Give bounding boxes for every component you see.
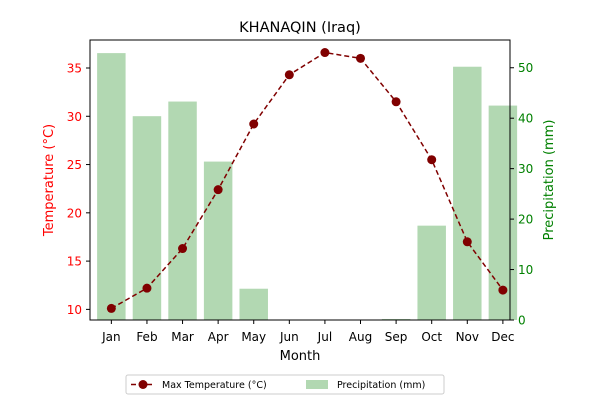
legend-bar-swatch [306,380,328,389]
legend-marker-swatch [138,380,148,389]
precip-bar-oct [417,225,446,320]
x-tick-label: Jul [317,330,332,344]
left-tick-label: 20 [67,206,82,220]
temperature-series-line [110,51,504,310]
left-axis: 10 15 20 25 30 35 [67,62,90,317]
right-tick-label: 20 [518,213,533,227]
precip-bar-sep [381,318,411,320]
right-tick-label: 0 [518,314,526,328]
right-tick-label: 50 [518,61,533,75]
x-tick-label: Nov [456,330,479,344]
temp-point-aug [356,53,366,63]
temp-point-jul [320,48,330,58]
right-axis-label: Precipitation (mm) [542,120,557,241]
legend-label-temperature: Max Temperature (°C) [162,380,267,391]
right-tick-label: 40 [518,112,533,126]
temp-point-nov [462,237,472,247]
x-tick-label: Oct [421,330,442,344]
x-tick-label: May [241,330,266,344]
temp-point-dec [498,285,508,295]
right-tick-label: 10 [518,263,533,277]
right-tick-label: 30 [518,162,533,176]
x-tick-label: Aug [349,330,372,344]
x-tick-label: Jan [101,330,121,344]
left-tick-label: 35 [67,62,82,76]
temp-point-feb [142,283,152,293]
x-tick-label: Dec [491,330,514,344]
temp-point-jun [284,70,294,80]
left-tick-label: 25 [67,158,82,172]
temperature-line [106,48,508,313]
legend-box [125,374,445,395]
temp-point-apr [213,185,223,195]
precip-bar-nov [453,66,482,320]
temp-point-mar [178,244,188,254]
legend: Max Temperature (°C) Precipitation (mm) [125,374,445,395]
left-tick-label: 15 [67,255,82,269]
precip-bar-jan [97,53,126,320]
temp-point-jan [106,303,116,313]
left-axis-label: Temperature (°C) [42,124,57,237]
left-tick-label: 10 [67,303,82,317]
x-axis-label: Month [280,349,321,364]
temp-point-sep [391,97,401,107]
precipitation-bars [97,53,518,321]
x-axis: Jan Feb Mar Apr May Jun Jul Aug Sep Oct Nov Dec [101,320,514,344]
temp-point-oct [427,155,437,165]
temp-point-may [249,119,259,129]
precip-bar-dec [488,105,518,320]
legend-label-precipitation: Precipitation (mm) [337,380,425,391]
x-tick-label: Sep [385,330,408,344]
right-axis: 0 10 20 30 40 50 [510,61,533,328]
precip-bar-mar [168,101,197,320]
x-tick-label: Mar [171,330,194,344]
precip-bar-may [239,288,268,320]
plot-frame [89,39,511,321]
left-tick-label: 30 [67,110,82,124]
x-tick-label: Feb [136,330,157,344]
chart-title: KHANAQIN (Iraq) [239,20,361,36]
x-tick-label: Apr [208,330,229,344]
x-tick-label: Jun [279,330,299,344]
